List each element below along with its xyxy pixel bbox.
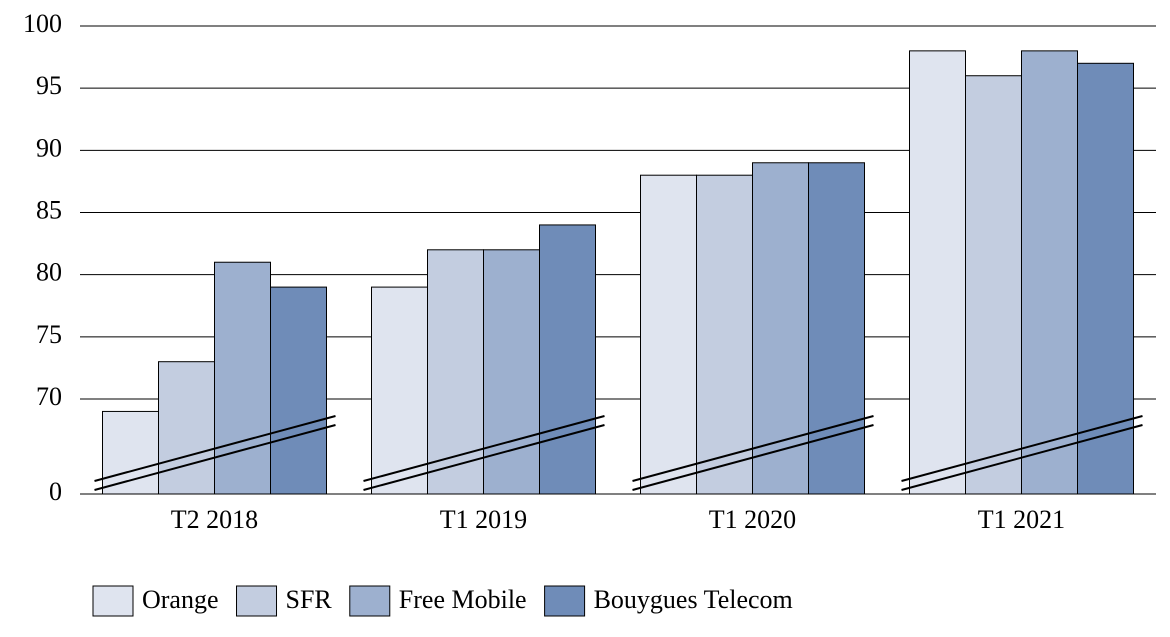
legend-label: Free Mobile (399, 585, 527, 614)
bar (102, 410, 159, 495)
bar (696, 174, 753, 495)
bar (539, 224, 596, 495)
axis-break (901, 424, 1143, 491)
legend-label: Bouygues Telecom (594, 585, 793, 614)
bar (909, 50, 966, 495)
bar (808, 162, 865, 495)
y-tick-label: 70 (36, 382, 62, 411)
y-tick-label: 90 (36, 133, 62, 162)
axis-break (632, 415, 874, 482)
y-tick-label: 85 (36, 195, 62, 224)
axis-break (901, 415, 1143, 482)
axis-break (363, 415, 605, 482)
legend-swatch (349, 585, 391, 617)
bar (371, 286, 428, 495)
y-tick-label: 75 (36, 320, 62, 349)
legend-label: SFR (286, 585, 333, 614)
legend-label: Orange (142, 585, 219, 614)
bar (1077, 62, 1134, 495)
y-tick-label: 80 (36, 258, 62, 287)
bar (270, 286, 327, 495)
y-tick-label: 100 (23, 9, 62, 38)
x-tick-label: T1 2021 (978, 505, 1065, 534)
legend-swatch (236, 585, 278, 617)
axis-break (94, 424, 336, 491)
x-tick-label: T2 2018 (171, 505, 258, 534)
axis-break (363, 424, 605, 491)
bar (483, 249, 540, 495)
bar (752, 162, 809, 495)
bar (965, 75, 1022, 495)
y-tick-label: 0 (49, 477, 62, 506)
bar (640, 174, 697, 495)
bar (427, 249, 484, 495)
axis-break (94, 415, 336, 482)
axis-break (632, 424, 874, 491)
legend-swatch (92, 585, 134, 617)
x-tick-label: T1 2020 (709, 505, 796, 534)
y-tick-label: 95 (36, 71, 62, 100)
x-tick-label: T1 2019 (440, 505, 527, 534)
legend-swatch (544, 585, 586, 617)
bar (214, 261, 271, 495)
bar (1021, 50, 1078, 495)
bar (158, 361, 215, 495)
